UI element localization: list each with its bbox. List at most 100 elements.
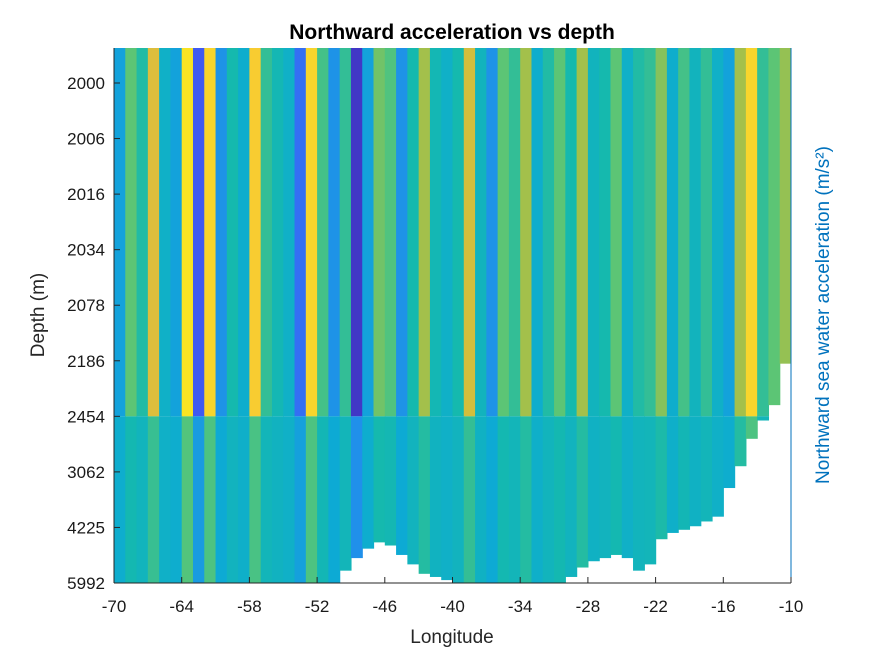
heatmap-column xyxy=(350,48,363,559)
heatmap-column xyxy=(136,48,149,583)
x-tick-label: -22 xyxy=(643,597,668,616)
heatmap-cell-lower xyxy=(745,416,758,439)
heatmap-column xyxy=(655,48,668,540)
heatmap-cell-lower xyxy=(475,416,487,583)
heatmap-column xyxy=(565,48,578,577)
heatmap-cell-upper xyxy=(497,48,510,417)
heatmap-cell-lower xyxy=(463,416,476,583)
heatmap-column xyxy=(554,48,566,583)
heatmap-column xyxy=(610,48,623,555)
heatmap-cell-upper xyxy=(768,48,781,406)
heatmap-cell-lower xyxy=(362,416,375,549)
heatmap-cell-upper xyxy=(666,48,679,417)
heatmap-column xyxy=(678,48,691,530)
heatmap-cell-upper xyxy=(712,48,724,417)
y-tick-label: 2078 xyxy=(67,296,105,315)
heatmap-column xyxy=(599,48,612,559)
heatmap-column xyxy=(520,48,533,583)
heatmap-cell-upper xyxy=(215,48,228,417)
heatmap-cell-upper xyxy=(271,48,284,417)
heatmap-cell-upper xyxy=(576,48,589,417)
heatmap-cell-upper xyxy=(486,48,499,417)
heatmap-cell-lower xyxy=(452,416,465,583)
heatmap-column xyxy=(204,48,217,583)
heatmap-cell-lower xyxy=(689,416,702,527)
heatmap-column xyxy=(317,48,329,583)
heatmap-column xyxy=(339,48,352,571)
heatmap-cell-upper xyxy=(508,48,521,417)
heatmap-cell-upper xyxy=(260,48,273,417)
heatmap-cell-upper xyxy=(384,48,397,417)
heatmap-cell-upper xyxy=(238,48,250,417)
heatmap-cell-upper xyxy=(294,48,307,417)
heatmap-column xyxy=(779,48,791,364)
heatmap-cell-upper xyxy=(452,48,465,417)
heatmap-cell-upper xyxy=(429,48,442,417)
heatmap-cell-lower xyxy=(757,416,770,421)
heatmap-cell-upper xyxy=(655,48,668,417)
heatmap-cell-lower xyxy=(249,416,262,583)
heatmap-cell-upper xyxy=(542,48,555,417)
heatmap-cell-lower xyxy=(170,416,183,583)
heatmap-cell-lower xyxy=(554,416,566,583)
heatmap-column xyxy=(633,48,645,571)
y-tick-label: 2016 xyxy=(67,185,105,204)
heatmap-column xyxy=(441,48,454,581)
heatmap-cell-upper xyxy=(475,48,487,417)
x-tick-label: -58 xyxy=(237,597,262,616)
heatmap-cell-lower xyxy=(294,416,307,583)
heatmap-cell-upper xyxy=(170,48,183,417)
heatmap-cell-upper xyxy=(407,48,420,417)
heatmap-cell-upper xyxy=(114,48,126,417)
heatmap-cell-upper xyxy=(204,48,217,417)
heatmap-column xyxy=(497,48,510,583)
heatmap-cell-upper xyxy=(147,48,160,417)
heatmap-cell-upper xyxy=(723,48,736,417)
heatmap-cell-lower xyxy=(159,416,172,583)
heatmap-cell-upper xyxy=(745,48,758,417)
heatmap-column xyxy=(644,48,657,565)
heatmap-column xyxy=(396,48,408,555)
x-tick-label: -10 xyxy=(779,597,804,616)
heatmap-cell-lower xyxy=(723,416,736,489)
heatmap-cell-lower xyxy=(238,416,250,583)
heatmap-column xyxy=(283,48,296,583)
heatmap-cell-lower xyxy=(497,416,510,583)
heatmap-cell-upper xyxy=(700,48,713,417)
heatmap-cell-upper xyxy=(181,48,194,417)
heatmap-cell-upper xyxy=(531,48,544,417)
heatmap-cell-lower xyxy=(114,416,126,583)
x-tick-label: -34 xyxy=(508,597,533,616)
heatmap-column xyxy=(181,48,194,583)
heatmap-cell-upper xyxy=(136,48,149,417)
heatmap-column xyxy=(159,48,172,583)
heatmap-cell-upper xyxy=(249,48,262,417)
heatmap-column xyxy=(587,48,600,562)
heatmap-cell-lower xyxy=(666,416,679,533)
heatmap-column xyxy=(328,48,341,583)
heatmap-cell-lower xyxy=(565,416,578,577)
heatmap-cell-upper xyxy=(621,48,634,417)
heatmap-cell-upper xyxy=(192,48,205,417)
heatmap-cell-upper xyxy=(678,48,691,417)
heatmap-cell-upper xyxy=(633,48,645,417)
heatmap-cell-upper xyxy=(779,48,791,364)
heatmap-cell-lower xyxy=(678,416,691,530)
heatmap-cell-lower xyxy=(486,416,499,583)
heatmap-cell-lower xyxy=(215,416,228,583)
heatmap-cell-lower xyxy=(531,416,544,583)
x-tick-label: -16 xyxy=(711,597,736,616)
heatmap-column xyxy=(576,48,589,568)
heatmap-column xyxy=(486,48,499,583)
heatmap-cell-upper xyxy=(305,48,318,417)
heatmap-cell-upper xyxy=(610,48,623,417)
heatmap-cell-lower xyxy=(587,416,600,562)
heatmap-column xyxy=(452,48,465,583)
heatmap-cell-lower xyxy=(305,416,318,583)
heatmap-cell-lower xyxy=(181,416,194,583)
heatmap-column xyxy=(226,48,239,583)
heatmap-cell-upper xyxy=(159,48,172,417)
heatmap-column xyxy=(418,48,431,574)
heatmap-cell-upper xyxy=(328,48,341,417)
